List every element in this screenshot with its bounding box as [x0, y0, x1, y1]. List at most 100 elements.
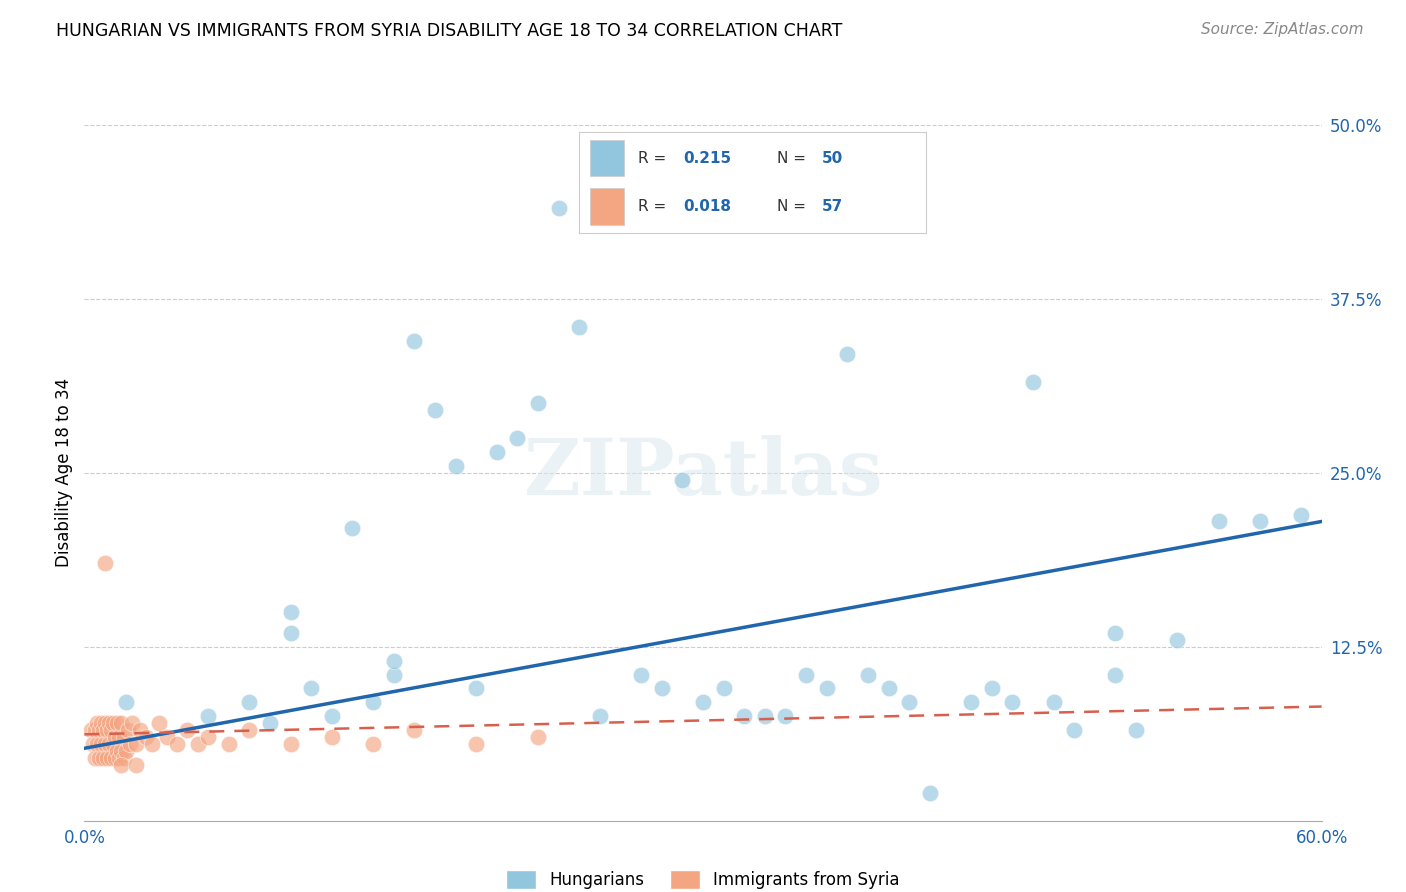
Point — [423, 403, 446, 417]
Point — [815, 681, 838, 696]
Point — [775, 709, 797, 723]
Point — [671, 473, 693, 487]
Point — [98, 716, 121, 731]
Point — [877, 681, 900, 696]
Text: N =: N = — [776, 199, 811, 214]
Point — [98, 737, 121, 751]
Point — [506, 431, 529, 445]
Text: 0.018: 0.018 — [683, 199, 731, 214]
Point — [342, 521, 364, 535]
Point — [114, 744, 136, 758]
Point — [114, 695, 136, 709]
FancyBboxPatch shape — [589, 140, 624, 177]
Point — [118, 737, 141, 751]
Point — [238, 723, 260, 738]
Point — [321, 730, 343, 744]
Text: 57: 57 — [821, 199, 844, 214]
Point — [794, 667, 817, 681]
Point — [837, 347, 859, 361]
Point — [94, 737, 117, 751]
Point — [96, 751, 118, 765]
Point — [1166, 632, 1188, 647]
Point — [125, 758, 148, 772]
Text: ZIPatlas: ZIPatlas — [523, 434, 883, 511]
Point — [630, 667, 652, 681]
Point — [485, 445, 508, 459]
Point — [382, 667, 405, 681]
Point — [444, 458, 467, 473]
Point — [166, 737, 188, 751]
Point — [121, 716, 143, 731]
Point — [117, 723, 139, 738]
Point — [96, 723, 118, 738]
Point — [104, 730, 127, 744]
Point — [94, 716, 117, 731]
Point — [156, 730, 179, 744]
Point — [280, 737, 302, 751]
Point — [129, 723, 152, 738]
Point — [91, 723, 114, 738]
Point — [713, 681, 735, 696]
Point — [110, 744, 132, 758]
Point — [100, 751, 122, 765]
Point — [1001, 695, 1024, 709]
Point — [280, 625, 302, 640]
Point — [103, 737, 125, 751]
Point — [82, 737, 104, 751]
Point — [898, 695, 921, 709]
Point — [112, 751, 135, 765]
Point — [1208, 515, 1230, 529]
Point — [1063, 723, 1085, 738]
Point — [110, 758, 132, 772]
Point — [103, 716, 125, 731]
Point — [125, 737, 148, 751]
Point — [1104, 625, 1126, 640]
Point — [105, 716, 128, 731]
Point — [87, 723, 110, 738]
Point — [135, 730, 157, 744]
Point — [651, 681, 673, 696]
Point — [108, 730, 131, 744]
Point — [280, 605, 302, 619]
Point — [259, 716, 281, 731]
Point — [86, 737, 108, 751]
Text: HUNGARIAN VS IMMIGRANTS FROM SYRIA DISABILITY AGE 18 TO 34 CORRELATION CHART: HUNGARIAN VS IMMIGRANTS FROM SYRIA DISAB… — [56, 22, 842, 40]
Point — [94, 556, 117, 570]
Point — [83, 723, 105, 738]
Point — [1022, 376, 1045, 390]
FancyBboxPatch shape — [589, 188, 624, 225]
Text: 50: 50 — [821, 151, 844, 166]
Point — [321, 709, 343, 723]
Point — [218, 737, 240, 751]
Point — [1104, 667, 1126, 681]
Point — [404, 723, 426, 738]
Point — [91, 751, 114, 765]
Y-axis label: Disability Age 18 to 34: Disability Age 18 to 34 — [55, 378, 73, 567]
Point — [108, 751, 131, 765]
Point — [361, 737, 384, 751]
Text: 0.215: 0.215 — [683, 151, 731, 166]
Point — [547, 202, 569, 216]
Point — [918, 786, 941, 800]
Point — [238, 695, 260, 709]
Point — [382, 654, 405, 668]
Point — [733, 709, 755, 723]
Text: Source: ZipAtlas.com: Source: ZipAtlas.com — [1201, 22, 1364, 37]
Point — [589, 709, 612, 723]
Point — [1249, 515, 1271, 529]
Point — [1042, 695, 1064, 709]
Point — [197, 730, 219, 744]
Point — [960, 695, 983, 709]
Point — [465, 681, 488, 696]
Point — [176, 723, 198, 738]
Point — [86, 716, 108, 731]
Point — [527, 730, 550, 744]
Point — [148, 716, 170, 731]
Point — [568, 319, 591, 334]
Point — [79, 723, 101, 738]
Text: R =: R = — [638, 151, 671, 166]
Point — [110, 716, 132, 731]
Point — [90, 716, 112, 731]
Point — [361, 695, 384, 709]
Text: R =: R = — [638, 199, 671, 214]
